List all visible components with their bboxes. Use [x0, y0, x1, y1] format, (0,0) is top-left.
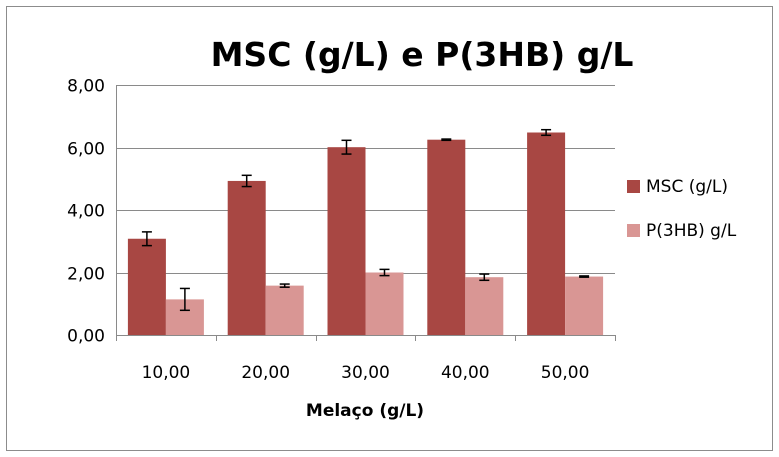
- bar: [565, 276, 604, 335]
- legend-label: MSC (g/L): [646, 177, 728, 197]
- bar: [227, 180, 266, 335]
- y-tick-labels: 0,00 2,00 4,00 6,00 8,00: [67, 77, 105, 347]
- x-axis-title: Melaço (g/L): [306, 401, 424, 421]
- x-tick-label: 20,00: [241, 363, 290, 383]
- axes: [116, 85, 616, 341]
- y-tick-label: 8,00: [67, 77, 105, 97]
- bar: [265, 285, 304, 335]
- legend-swatch: [627, 224, 640, 237]
- bar: [527, 132, 566, 335]
- error-bars: [141, 128, 590, 312]
- chart-title: MSC (g/L) e P(3HB) g/L: [211, 35, 634, 74]
- bar: [365, 272, 404, 335]
- bar: [127, 238, 166, 335]
- legend-swatch: [627, 180, 640, 193]
- x-tick-label: 50,00: [541, 363, 590, 383]
- x-tick-labels: 10,00 20,00 30,00 40,00 50,00: [142, 363, 590, 383]
- y-tick-label: 2,00: [67, 265, 105, 285]
- bar: [427, 139, 466, 335]
- x-tick-label: 30,00: [341, 363, 390, 383]
- bar: [465, 277, 504, 335]
- y-tick-label: 4,00: [67, 202, 105, 222]
- chart-frame: [6, 6, 773, 451]
- y-tick-label: 0,00: [67, 327, 105, 347]
- x-tick-label: 40,00: [441, 363, 490, 383]
- bar: [327, 147, 366, 335]
- y-tick-label: 6,00: [67, 140, 105, 160]
- legend: MSC (g/L) P(3HB) g/L: [627, 177, 737, 241]
- x-tick-label: 10,00: [142, 363, 191, 383]
- legend-label: P(3HB) g/L: [646, 221, 737, 241]
